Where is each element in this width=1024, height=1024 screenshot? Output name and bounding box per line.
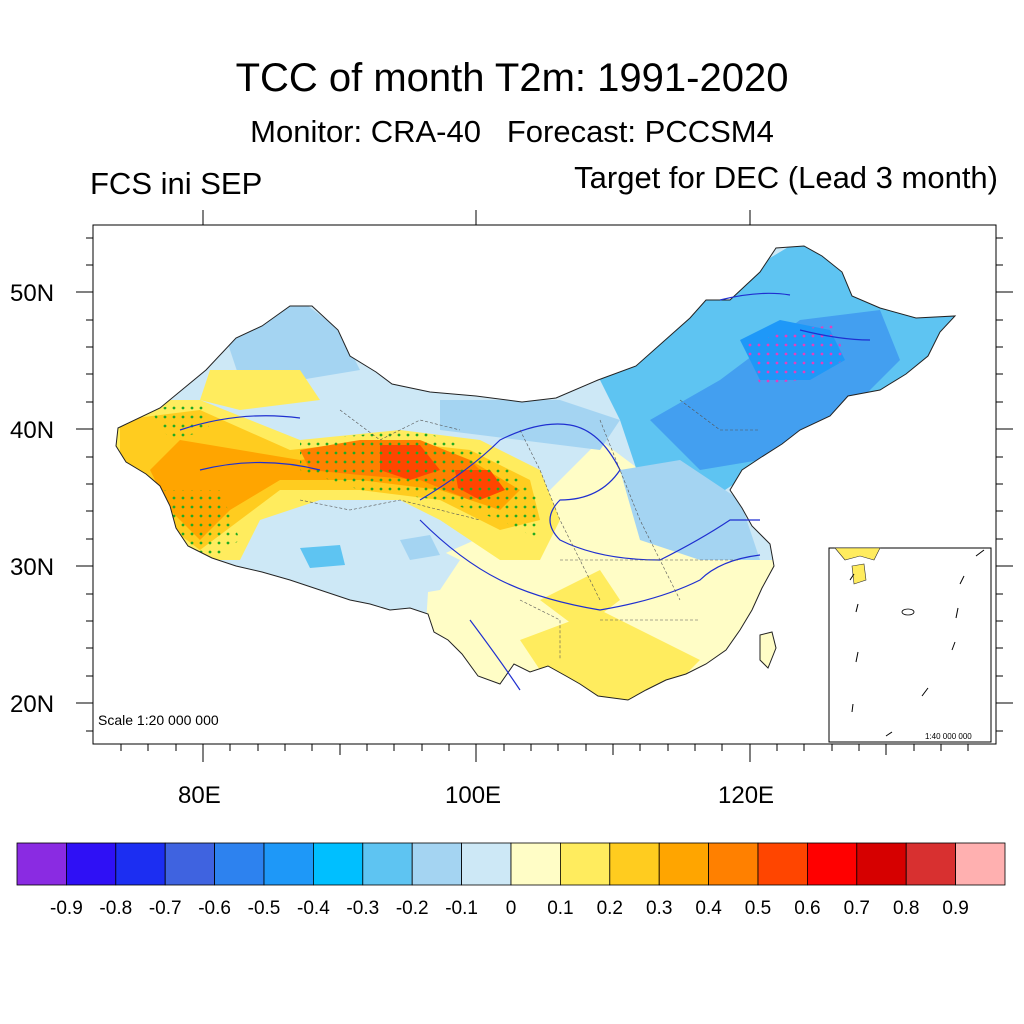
colorbar-label: 0.4 xyxy=(695,898,722,919)
colorbar-swatch xyxy=(214,842,265,886)
lon-label-100e: 100E xyxy=(445,782,502,809)
colorbar-swatch xyxy=(807,842,858,886)
map-scale-label: Scale 1:20 000 000 xyxy=(98,712,219,728)
colorbar-label: -0.9 xyxy=(50,898,83,919)
colorbar-label: -0.1 xyxy=(445,898,478,919)
colorbar-swatch xyxy=(560,842,611,886)
lon-label-120e: 120E xyxy=(718,782,775,809)
colorbar-swatch xyxy=(955,842,1006,886)
colorbar-label: 0.3 xyxy=(646,898,672,919)
axis-ticks xyxy=(76,210,1013,762)
colorbar-swatch xyxy=(757,842,808,886)
colorbar-swatch xyxy=(708,842,759,886)
rivers xyxy=(179,292,871,691)
colorbar-label: -0.7 xyxy=(149,898,182,919)
colorbar-swatch xyxy=(856,842,907,886)
colorbar-swatch xyxy=(510,842,561,886)
colorbar-swatch xyxy=(263,842,314,886)
colorbar-label: -0.5 xyxy=(248,898,281,919)
colorbar-label: -0.4 xyxy=(297,898,330,919)
colorbar-swatch xyxy=(312,842,364,886)
colorbar-swatch xyxy=(609,842,660,886)
colorbar-label: -0.8 xyxy=(99,898,132,919)
target-label: Target for DEC (Lead 3 month) xyxy=(574,160,998,195)
colorbar-label: -0.3 xyxy=(346,898,379,919)
colorbar-label: 0.2 xyxy=(597,898,623,919)
colorbar-label: 0.9 xyxy=(942,898,968,919)
colorbar-swatch xyxy=(461,842,512,886)
colorbar-label: 0.7 xyxy=(844,898,870,919)
colorbar-swatch xyxy=(658,842,710,886)
chart-title: TCC of month T2m: 1991-2020 xyxy=(235,56,789,100)
chart-subtitle: Monitor: CRA-40 Forecast: PCCSM4 xyxy=(250,114,774,149)
colorbar-label: 0.1 xyxy=(547,898,573,919)
colorbar-swatch xyxy=(411,842,463,886)
china-border xyxy=(115,245,957,701)
province-borders xyxy=(299,399,760,660)
colorbar-swatch xyxy=(115,842,166,886)
init-label: FCS ini SEP xyxy=(90,166,263,201)
colorbar-swatch xyxy=(164,842,215,886)
taiwan xyxy=(759,631,777,669)
colorbar-label: -0.6 xyxy=(198,898,231,919)
colorbar-label: 0.8 xyxy=(893,898,919,919)
lat-label-40n: 40N xyxy=(10,417,55,444)
colorbar-swatch xyxy=(362,842,413,886)
lat-label-30n: 30N xyxy=(10,554,55,581)
lat-label-20n: 20N xyxy=(10,691,55,718)
colorbar-label: 0.6 xyxy=(794,898,820,919)
lat-label-50n: 50N xyxy=(10,280,55,307)
colorbar-swatch xyxy=(905,842,957,886)
colorbar: -0.9 -0.8 -0.7 -0.6 -0.5 -0.4 -0.3 -0.2 -0.1 0 0.1… xyxy=(16,842,1006,919)
inset-scale-label: 1:40 000 000 xyxy=(925,732,972,741)
colorbar-label: 0.5 xyxy=(745,898,771,919)
inset-map: 1:40 000 000 xyxy=(828,547,992,743)
colorbar-swatch xyxy=(66,842,117,886)
lon-label-80e: 80E xyxy=(178,782,221,809)
colorbar-label: -0.2 xyxy=(396,898,429,919)
colorbar-swatch xyxy=(16,842,67,886)
colorbar-label: 0 xyxy=(506,898,517,919)
